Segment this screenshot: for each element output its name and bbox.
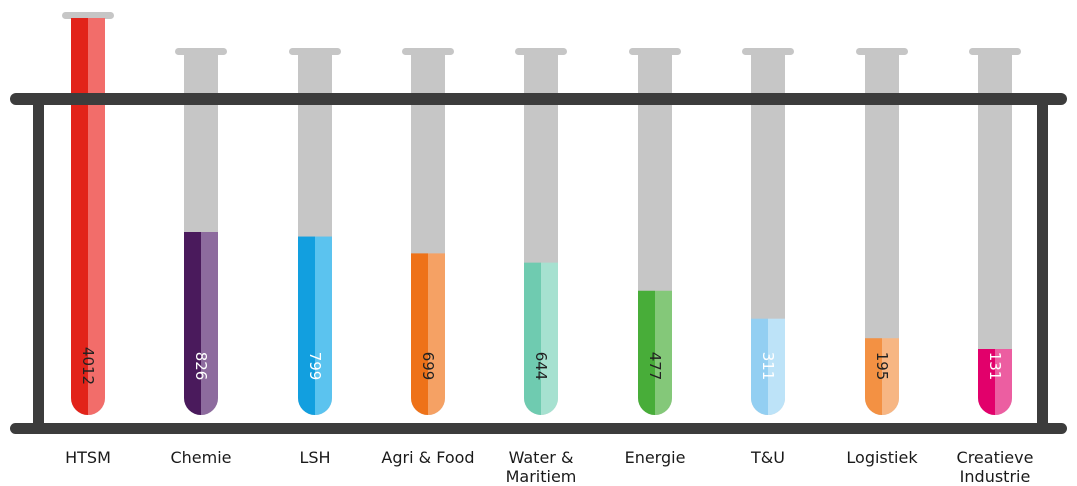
liquid-light-half xyxy=(428,253,445,415)
liquid-light-half xyxy=(768,318,785,415)
liquid-dark-half xyxy=(71,18,88,415)
category-label: Logistiek xyxy=(846,448,918,467)
liquid-fill xyxy=(978,349,1012,415)
value-label: 4012 xyxy=(79,347,97,385)
tube-4: 699 xyxy=(402,48,454,415)
value-label: 477 xyxy=(646,352,664,381)
liquid-light-half xyxy=(315,236,332,415)
liquid-fill xyxy=(751,318,785,415)
category-label: HTSM xyxy=(65,448,111,467)
value-label: 131 xyxy=(986,352,1004,381)
liquid-fill xyxy=(638,290,672,415)
tube-3: 799 xyxy=(289,48,341,415)
tube-body xyxy=(865,52,899,415)
value-label: 799 xyxy=(306,352,324,381)
value-label: 826 xyxy=(192,352,210,381)
liquid-light-half xyxy=(201,232,218,415)
category-label-line: Chemie xyxy=(170,448,231,467)
liquid-dark-half xyxy=(298,236,315,415)
value-label: 311 xyxy=(759,352,777,381)
liquid-light-half xyxy=(88,18,105,415)
liquid-dark-half xyxy=(751,318,768,415)
category-labels: HTSM Chemie LSH Agri & Food Water & Maritiem E… xyxy=(65,448,1033,486)
category-label: LSH xyxy=(299,448,330,467)
liquid-fill xyxy=(184,232,218,415)
tube-7: 311 xyxy=(742,48,794,415)
tube-2: 826 xyxy=(175,48,227,415)
liquid-fill xyxy=(298,236,332,415)
tubes-group: 4012 826 799 699 644 477 311 195 131 xyxy=(62,12,1021,415)
liquid-dark-half xyxy=(978,349,995,415)
category-label-line: Creatieve xyxy=(957,448,1034,467)
tube-6: 477 xyxy=(629,48,681,415)
category-label-line: HTSM xyxy=(65,448,111,467)
liquid-light-half xyxy=(541,262,558,415)
category-label: Creatieve Industrie xyxy=(957,448,1034,486)
liquid-fill xyxy=(71,18,105,415)
liquid-dark-half xyxy=(865,338,882,415)
category-label-line: Agri & Food xyxy=(381,448,474,467)
liquid-light-half xyxy=(995,349,1012,415)
category-label: T&U xyxy=(750,448,785,467)
category-label-line: Industrie xyxy=(960,467,1031,486)
tube-9: 131 xyxy=(969,48,1021,415)
category-label: Agri & Food xyxy=(381,448,474,467)
tube-1: 4012 xyxy=(62,12,114,415)
liquid-dark-half xyxy=(184,232,201,415)
liquid-dark-half xyxy=(411,253,428,415)
category-label-line: Energie xyxy=(625,448,686,467)
rack-bottom-bar xyxy=(10,423,1067,434)
tube-body xyxy=(978,52,1012,415)
category-label-line: LSH xyxy=(299,448,330,467)
rack xyxy=(10,93,1067,434)
category-label-line: T&U xyxy=(750,448,785,467)
tube-5: 644 xyxy=(515,48,567,415)
value-label: 195 xyxy=(873,352,891,381)
value-label: 699 xyxy=(419,352,437,381)
rack-left-leg xyxy=(33,93,44,433)
tube-8: 195 xyxy=(856,48,908,415)
category-label-line: Logistiek xyxy=(846,448,918,467)
rack-top-bar xyxy=(10,93,1067,105)
category-label-line: Maritiem xyxy=(506,467,577,486)
category-label-line: Water & xyxy=(509,448,574,467)
liquid-fill xyxy=(524,262,558,415)
liquid-dark-half xyxy=(524,262,541,415)
liquid-light-half xyxy=(882,338,899,415)
liquid-dark-half xyxy=(638,290,655,415)
value-label: 644 xyxy=(532,352,550,381)
rack-right-leg xyxy=(1037,93,1048,433)
category-label: Water & Maritiem xyxy=(506,448,577,486)
liquid-fill xyxy=(865,338,899,415)
category-label: Energie xyxy=(625,448,686,467)
liquid-fill xyxy=(411,253,445,415)
liquid-light-half xyxy=(655,290,672,415)
category-label: Chemie xyxy=(170,448,231,467)
